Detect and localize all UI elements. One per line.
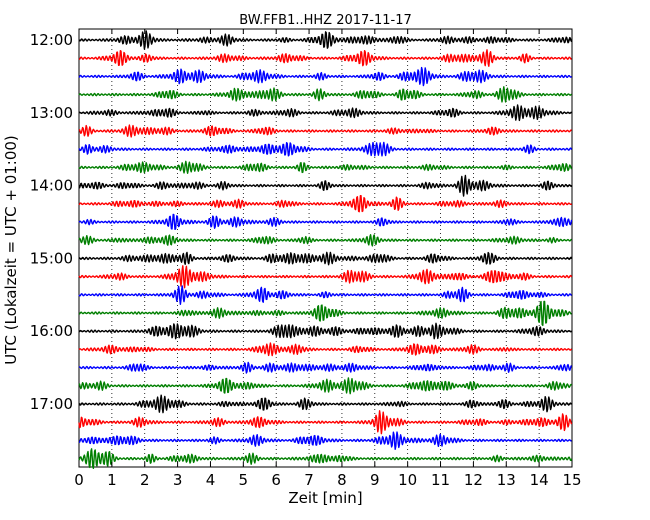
trace-10 [78, 195, 573, 213]
x-tick-label-0: 0 [74, 471, 84, 489]
x-tick-label-8: 8 [337, 471, 347, 489]
trace-12 [78, 234, 572, 247]
x-tick-label-9: 9 [370, 471, 380, 489]
y-axis-ticks: 12:00 13:00 14:00 15:00 16:00 17:00 [30, 31, 572, 413]
trace-9 [78, 174, 572, 197]
x-axis-label: Zeit [min] [288, 489, 362, 507]
chart-title: BW.FFB1..HHZ 2017-11-17 [239, 13, 412, 28]
trace-24 [78, 448, 573, 470]
x-tick-label-11: 11 [431, 471, 450, 489]
x-tick-label-14: 14 [530, 471, 549, 489]
y-tick-label-13:00: 13:00 [30, 104, 73, 122]
trace-20 [78, 377, 573, 395]
trace-6 [78, 124, 573, 138]
x-tick-label-15: 15 [562, 471, 581, 489]
trace-13 [78, 251, 573, 266]
trace-7 [78, 141, 573, 157]
x-tick-label-13: 13 [497, 471, 516, 489]
y-tick-label-15:00: 15:00 [30, 249, 73, 267]
x-tick-label-1: 1 [107, 471, 117, 489]
trace-16 [78, 300, 572, 327]
x-tick-label-5: 5 [239, 471, 249, 489]
trace-1 [78, 30, 573, 50]
y-axis-label: UTC (Lokalzeit = UTC + 01:00) [2, 135, 20, 365]
plot-frame [78, 28, 573, 468]
x-tick-label-12: 12 [464, 471, 483, 489]
x-tick-label-4: 4 [206, 471, 216, 489]
x-tick-label-2: 2 [140, 471, 150, 489]
y-tick-label-14:00: 14:00 [30, 177, 73, 195]
trace-23 [78, 431, 572, 450]
x-axis-ticks: 0 1 2 3 4 5 6 7 8 9 10 11 12 13 14 15 [74, 29, 582, 489]
trace-19 [78, 361, 573, 374]
trace-2 [78, 49, 572, 67]
y-tick-label-16:00: 16:00 [30, 322, 73, 340]
x-tick-label-6: 6 [271, 471, 281, 489]
trace-14 [78, 265, 573, 289]
y-tick-label-12:00: 12:00 [30, 31, 73, 49]
trace-3 [78, 66, 573, 87]
x-tick-label-3: 3 [173, 471, 183, 489]
trace-15 [78, 285, 573, 305]
trace-18 [78, 342, 573, 357]
trace-8 [78, 160, 573, 174]
trace-5 [78, 104, 572, 122]
trace-21 [78, 394, 573, 414]
seismic-traces [78, 30, 573, 470]
trace-22 [78, 410, 573, 435]
x-tick-label-7: 7 [304, 471, 314, 489]
trace-11 [78, 213, 573, 231]
trace-17 [78, 322, 573, 340]
x-tick-label-10: 10 [398, 471, 417, 489]
trace-4 [78, 86, 573, 103]
y-tick-label-17:00: 17:00 [30, 395, 73, 413]
